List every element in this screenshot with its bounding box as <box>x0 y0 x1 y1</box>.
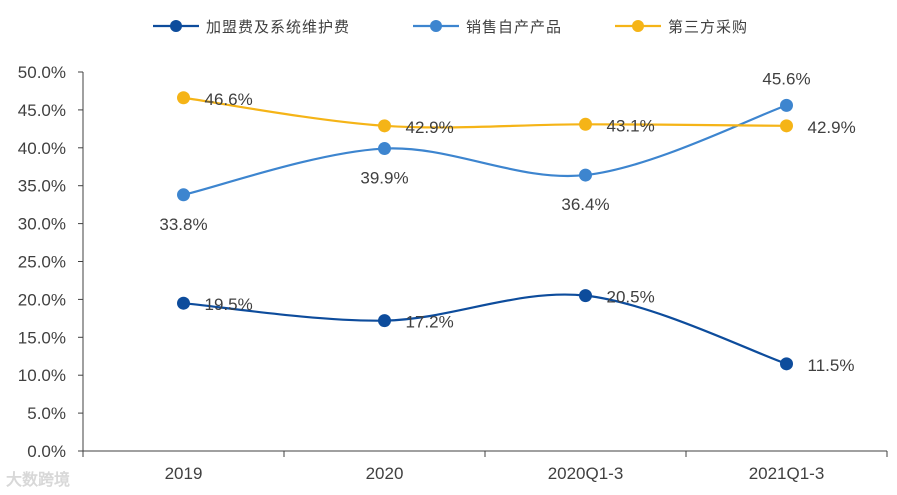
data-labels: 19.5% 17.2% 20.5% 11.5% 33.8% 39.9% 36.4% 45.6%… <box>159 69 855 374</box>
x-tick-label: 2021Q1-3 <box>749 464 825 483</box>
y-tick-label: 50.0% <box>18 63 66 82</box>
series-2 <box>177 91 793 133</box>
series-line <box>183 293 787 365</box>
data-point <box>579 117 592 131</box>
watermark: 大数跨境 <box>6 472 71 489</box>
x-tick-label: 2019 <box>165 464 203 483</box>
data-label: 33.8% <box>159 215 207 234</box>
y-tick-label: 15.0% <box>18 328 66 347</box>
legend-item: 加盟费及系统维护费 <box>153 19 350 36</box>
y-tick-label: 10.0% <box>18 366 66 385</box>
y-axis: 0.0% 5.0% 10.0% 15.0% 20.0% 25.0% 30.0% 35.0% 40… <box>18 63 84 461</box>
y-tick-label: 35.0% <box>18 177 66 196</box>
x-tick-label: 2020Q1-3 <box>548 464 624 483</box>
data-point <box>177 188 190 202</box>
data-label: 19.5% <box>205 295 253 314</box>
y-tick-label: 5.0% <box>27 404 66 423</box>
data-point <box>780 119 793 133</box>
data-point <box>780 98 793 112</box>
data-point <box>177 91 190 105</box>
series-line <box>183 104 787 196</box>
y-tick-label: 45.0% <box>18 101 66 120</box>
legend-marker <box>632 20 644 32</box>
series-layer <box>177 91 793 371</box>
legend-item: 销售自产产品 <box>413 19 562 36</box>
legend-marker <box>170 20 182 32</box>
x-tick-label: 2020 <box>366 464 404 483</box>
data-label: 42.9% <box>406 118 454 137</box>
data-point <box>780 357 793 371</box>
data-label: 42.9% <box>808 118 856 137</box>
legend: 加盟费及系统维护费 销售自产产品 第三方采购 <box>153 18 748 36</box>
data-label: 43.1% <box>607 116 655 135</box>
legend-label: 销售自产产品 <box>466 19 562 36</box>
y-tick-label: 30.0% <box>18 215 66 234</box>
series-0 <box>177 289 793 371</box>
series-line <box>183 96 787 129</box>
y-tick-label: 40.0% <box>18 139 66 158</box>
data-label: 20.5% <box>607 288 655 307</box>
data-point <box>378 314 391 328</box>
data-point <box>579 168 592 182</box>
y-tick-label: 0.0% <box>27 442 66 461</box>
data-label: 39.9% <box>360 169 408 188</box>
data-point <box>579 289 592 303</box>
x-axis: 2019 2020 2020Q1-3 2021Q1-3 <box>82 450 888 483</box>
legend-item: 第三方采购 <box>615 18 748 36</box>
data-point <box>378 142 391 156</box>
data-label: 17.2% <box>406 313 454 332</box>
y-tick-label: 25.0% <box>18 253 66 272</box>
data-label: 36.4% <box>561 195 609 214</box>
data-label: 45.6% <box>762 69 810 88</box>
data-label: 46.6% <box>205 90 253 109</box>
legend-label: 加盟费及系统维护费 <box>206 19 350 36</box>
legend-marker <box>430 20 442 32</box>
data-label: 11.5% <box>808 356 855 375</box>
y-tick-label: 20.0% <box>18 290 66 309</box>
data-point <box>177 296 190 310</box>
data-point <box>378 119 391 133</box>
series-1 <box>177 98 793 202</box>
legend-label: 第三方采购 <box>668 18 748 36</box>
